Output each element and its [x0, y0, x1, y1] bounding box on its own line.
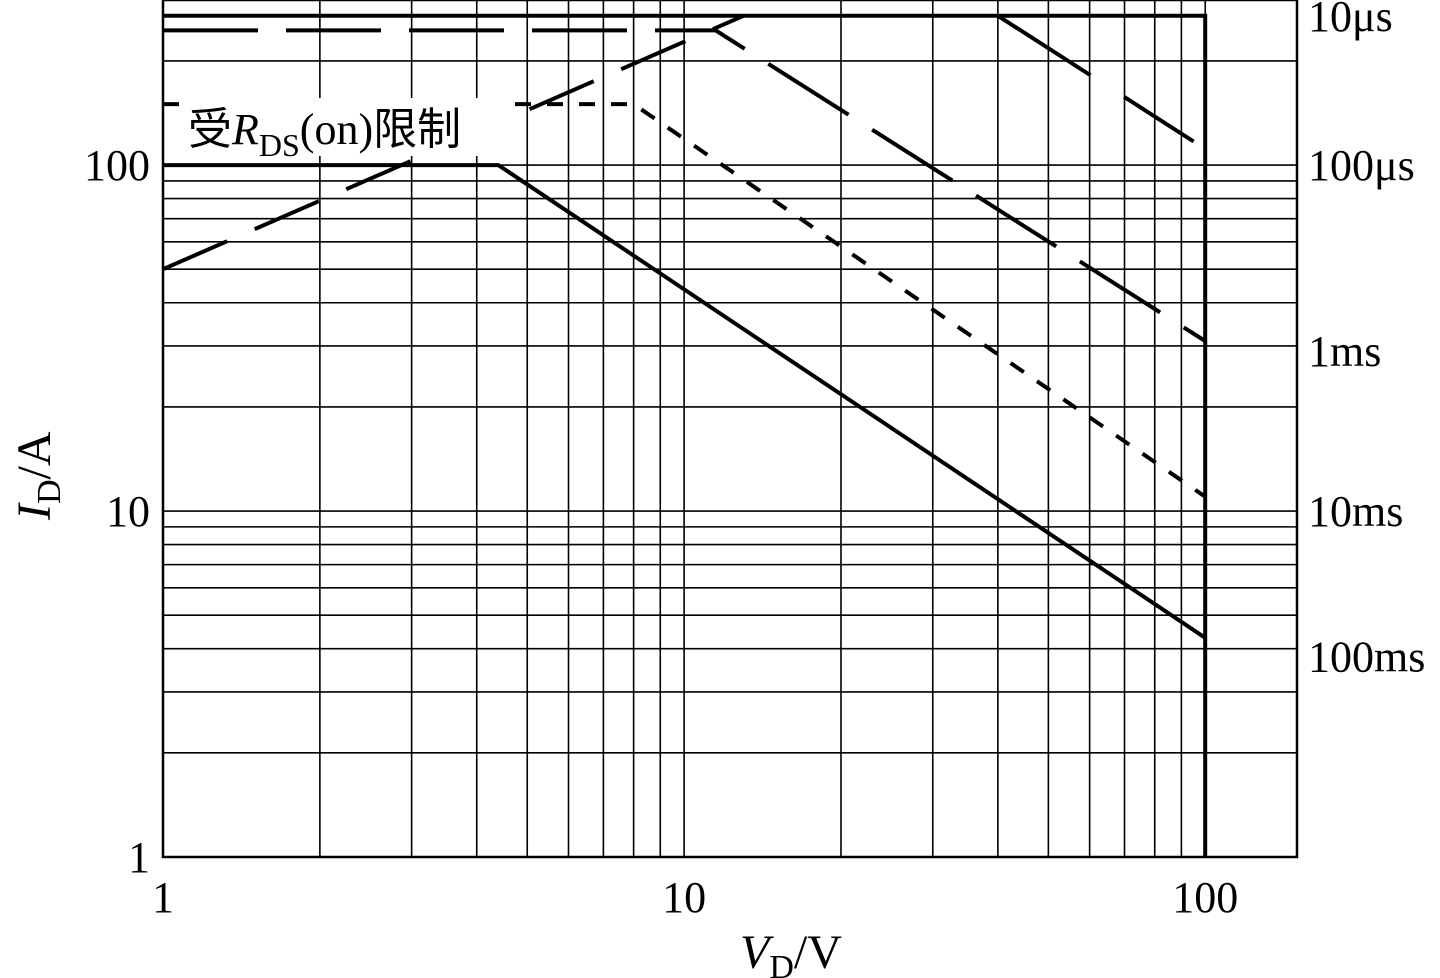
- x-tick-labels: 1 10 100: [152, 873, 1238, 922]
- series-label: 100ms: [1308, 632, 1425, 681]
- y-tick-labels: 1 10 100: [84, 141, 150, 882]
- x-tick-label: 10: [662, 873, 706, 922]
- series-labels: 10μs 100μs 1ms 10ms 100ms: [1308, 0, 1425, 681]
- series-group: [162, 13, 1208, 857]
- y-tick-label: 10: [106, 487, 150, 536]
- annotation-rds-limit: 受RDS(on)限制: [180, 98, 515, 163]
- plot-frame: [161, 0, 1299, 859]
- x-tick-label: 100: [1172, 873, 1238, 922]
- annotation-prefix: 受: [188, 105, 232, 154]
- series-line-100μs: [163, 28, 1207, 343]
- x-tick-label: 1: [152, 873, 174, 922]
- y-tick-label: 100: [84, 141, 150, 190]
- svg-text:受RDS(on)限制: 受RDS(on)限制: [188, 105, 461, 163]
- series-label: 1ms: [1308, 327, 1381, 376]
- series-line-10μs: [163, 13, 1208, 857]
- annotation-main: R: [231, 105, 259, 154]
- y-tick-label: 1: [128, 833, 150, 882]
- series-line-100ms: [996, 14, 1195, 144]
- series-label: 10ms: [1308, 487, 1403, 536]
- annotation-suffix: (on)限制: [300, 105, 461, 154]
- annotation-sub: DS: [259, 127, 300, 163]
- grid: [163, 0, 1297, 857]
- series-line-1ms: [163, 102, 1207, 499]
- series-line-10ms: [163, 163, 1207, 640]
- x-axis-label: VD/V: [740, 926, 842, 978]
- series-label: 100μs: [1308, 141, 1415, 190]
- y-axis-label: ID/A: [8, 431, 68, 521]
- series-label: 10μs: [1308, 0, 1393, 41]
